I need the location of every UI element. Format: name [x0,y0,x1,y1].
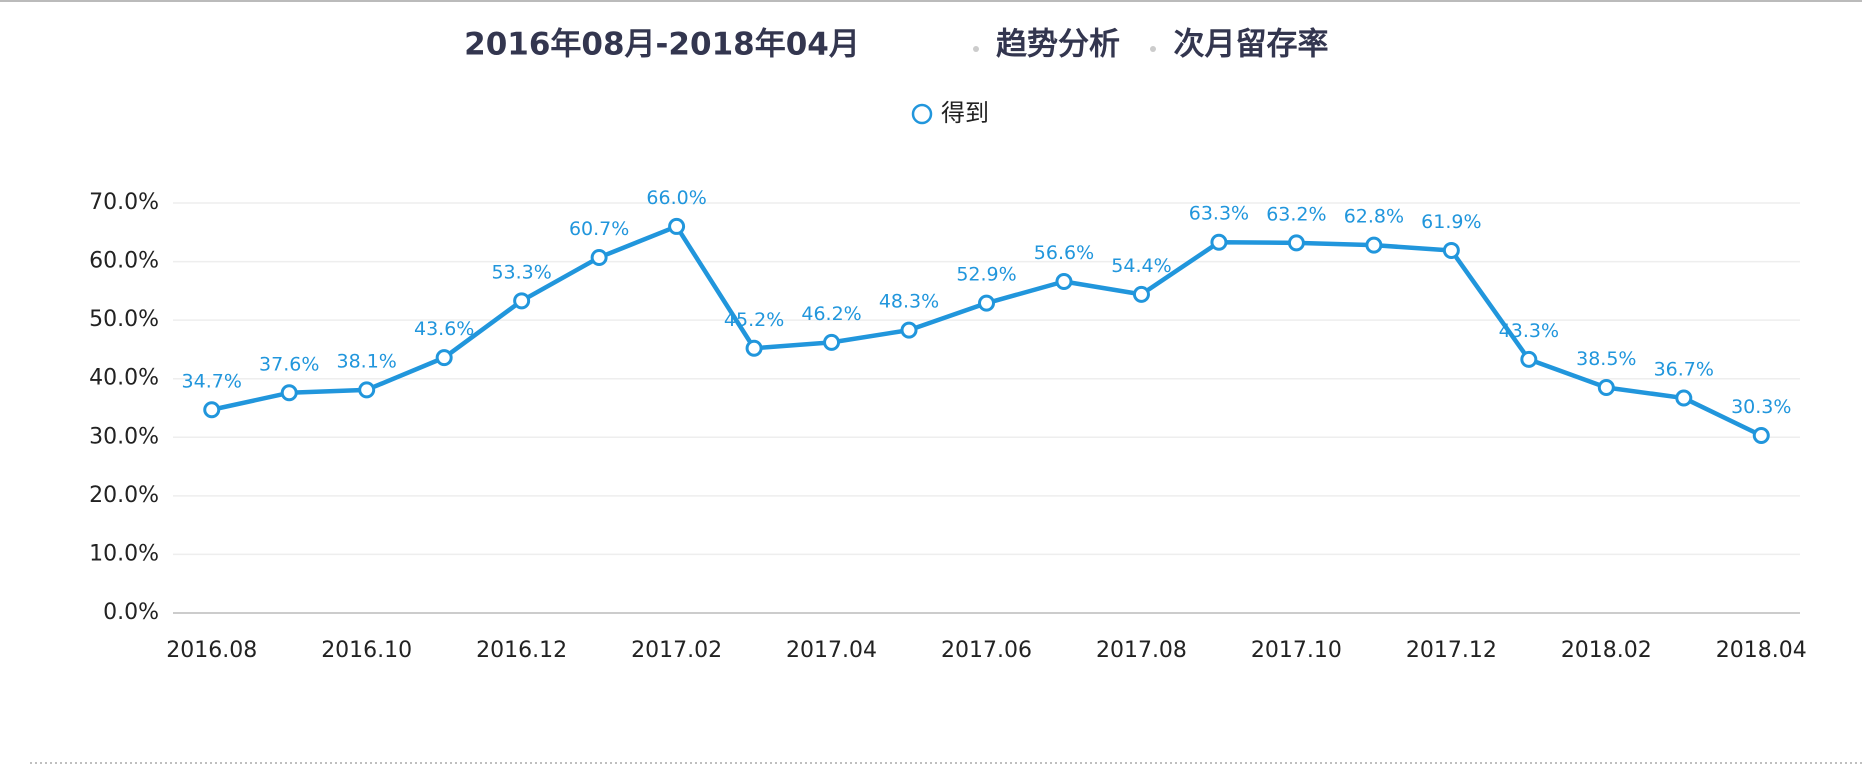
data-label: 38.5% [1576,348,1636,370]
data-label: 43.3% [1499,320,1559,342]
data-point [1132,285,1150,303]
data-label: 63.3% [1189,203,1249,225]
data-point [513,292,531,310]
data-point [1520,350,1538,368]
data-label: 36.7% [1654,359,1714,381]
y-tick-label: 40.0% [89,366,159,391]
x-tick-label: 2017.02 [631,638,722,663]
y-tick-label: 70.0% [89,190,159,215]
data-point [1287,234,1305,252]
y-tick-label: 10.0% [89,541,159,566]
x-tick-label: 2016.10 [321,638,412,663]
y-tick-label: 0.0% [103,600,159,625]
data-label: 46.2% [801,303,861,325]
y-tick-label: 30.0% [89,424,159,449]
separator-dot [1150,46,1156,52]
legend-marker [911,103,933,125]
data-point [823,333,841,351]
x-tick-label: 2017.10 [1251,638,1342,663]
separator-dot [973,46,979,52]
data-point [435,349,453,367]
data-label: 48.3% [879,291,939,313]
data-label: 56.6% [1034,242,1094,264]
data-label: 62.8% [1344,206,1404,228]
title-analysis: 趋势分析 [996,27,1120,63]
data-label: 37.6% [259,353,319,375]
data-label: 34.7% [182,370,242,392]
data-point [1210,233,1228,251]
data-point [1055,272,1073,290]
x-tick-label: 2017.08 [1096,638,1187,663]
data-point [745,339,763,357]
x-tick-label: 2016.12 [476,638,567,663]
data-point [1597,379,1615,396]
y-tick-label: 50.0% [89,307,159,332]
data-point [358,381,376,399]
data-point [1752,427,1770,445]
data-label: 53.3% [491,261,551,283]
data-label: 61.9% [1421,211,1481,233]
data-point [1675,389,1693,407]
y-tick-label: 20.0% [89,483,159,508]
data-label: 43.6% [414,318,474,340]
x-tick-label: 2017.12 [1406,638,1497,663]
data-label: 54.4% [1111,255,1171,277]
data-label: 38.1% [337,350,397,372]
x-tick-label: 2016.08 [166,638,257,663]
x-tick-label: 2017.06 [941,638,1032,663]
data-point [668,217,686,235]
x-tick-label: 2018.04 [1716,638,1807,663]
data-point [590,248,608,266]
data-point [280,384,298,402]
data-label: 63.2% [1266,203,1326,225]
x-tick-label: 2017.04 [786,638,877,663]
data-label: 45.2% [724,309,784,331]
legend-label: 得到 [941,99,989,127]
y-tick-label: 60.0% [89,249,159,274]
title-metric: 次月留存率 [1174,27,1329,63]
x-tick-label: 2018.02 [1561,638,1652,663]
data-label: 30.3% [1731,396,1791,418]
data-label: 52.9% [956,264,1016,286]
data-label: 66.0% [646,187,706,209]
data-point [900,321,918,339]
data-label: 60.7% [569,218,629,240]
data-point [203,401,221,419]
title-range: 2016年08月-2018年04月 [464,27,860,63]
data-point [978,294,995,312]
data-point [1365,236,1383,254]
data-point [1442,241,1460,259]
